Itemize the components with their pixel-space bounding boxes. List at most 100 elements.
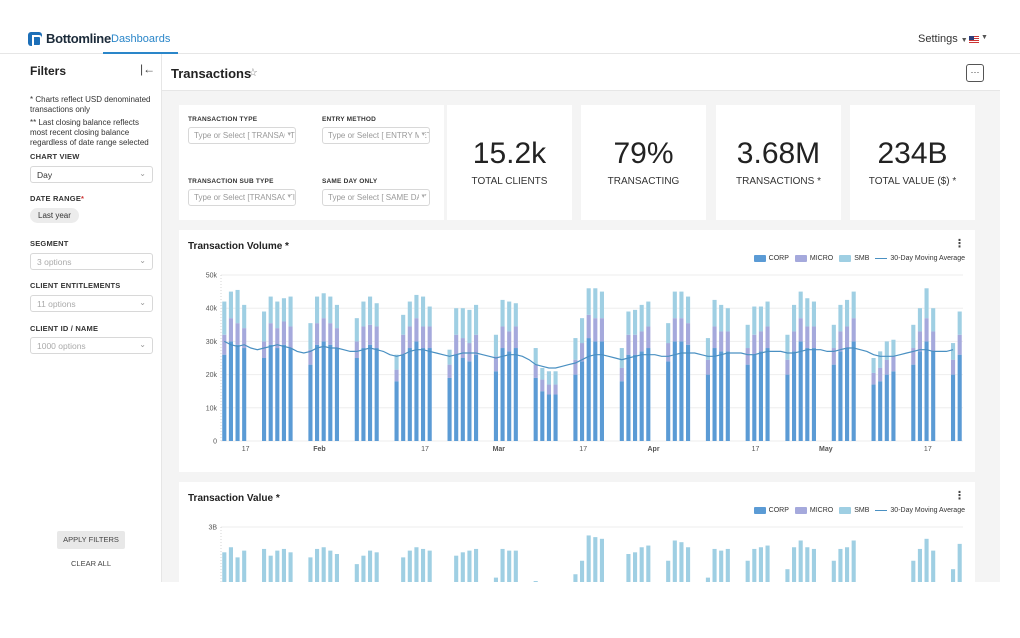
chart-view-label: CHART VIEW bbox=[30, 152, 80, 161]
y-tick-label: 10k bbox=[206, 405, 218, 412]
legend-item-corp[interactable]: CORP bbox=[753, 507, 789, 514]
legend-swatch bbox=[794, 507, 807, 514]
entry-method-input[interactable]: Type or Select [ ENTRY METHOD ]▾ bbox=[322, 127, 430, 144]
x-tick-label: 17 bbox=[242, 446, 250, 453]
x-tick-label: 17 bbox=[421, 446, 429, 453]
micro-bar bbox=[686, 323, 691, 345]
smb-bar bbox=[222, 301, 227, 335]
legend-label: SMB bbox=[854, 507, 870, 514]
smb-bar bbox=[242, 304, 247, 329]
smb-bar bbox=[275, 301, 280, 329]
smb-bar bbox=[831, 560, 836, 582]
legend-item-micro[interactable]: MICRO bbox=[794, 255, 833, 262]
clear-all-button[interactable]: CLEAR ALL bbox=[70, 559, 112, 568]
legend-item-micro[interactable]: MICRO bbox=[794, 507, 833, 514]
smb-bar bbox=[951, 343, 956, 360]
smb-bar bbox=[805, 298, 810, 327]
smb-bar bbox=[672, 540, 677, 582]
same-day-only-input[interactable]: Type or Select [ SAME DAY ONLY ]▾ bbox=[322, 189, 430, 206]
micro-bar bbox=[931, 331, 936, 352]
smb-bar bbox=[540, 367, 545, 380]
micro-bar bbox=[619, 367, 624, 382]
corp-bar bbox=[513, 348, 518, 441]
micro-bar bbox=[546, 384, 551, 395]
smb-bar bbox=[401, 314, 406, 335]
kpi-value: 234B bbox=[877, 137, 948, 170]
legend-item-smb[interactable]: SMB bbox=[839, 507, 869, 514]
smb-bar bbox=[533, 348, 538, 365]
smb-bar bbox=[500, 299, 505, 327]
legend-label: 30-Day Moving Average bbox=[890, 507, 965, 514]
segment-select[interactable]: 3 options ⌄ bbox=[30, 253, 153, 270]
smb-bar bbox=[798, 540, 803, 582]
smb-bar bbox=[513, 303, 518, 327]
smb-bar bbox=[454, 308, 459, 335]
x-tick-label: 17 bbox=[752, 446, 760, 453]
corp-bar bbox=[235, 344, 240, 441]
smb-bar bbox=[646, 545, 651, 582]
corp-bar bbox=[917, 351, 922, 441]
smb-bar bbox=[884, 341, 889, 360]
smb-bar bbox=[427, 550, 432, 582]
entry-method-placeholder: Type or Select [ ENTRY METHOD ] bbox=[328, 131, 429, 140]
corp-bar bbox=[553, 394, 558, 441]
transaction-volume-card: Transaction Volume * ⋮ CORP MICRO SMB 30… bbox=[179, 230, 975, 472]
smb-bar bbox=[752, 306, 757, 335]
favorite-star-icon[interactable]: ☆ bbox=[248, 67, 258, 79]
corp-bar bbox=[334, 348, 339, 441]
smb-bar bbox=[281, 298, 286, 322]
date-range-chip[interactable]: Last year bbox=[30, 208, 79, 223]
micro-bar bbox=[540, 379, 545, 392]
us-flag-icon[interactable] bbox=[969, 36, 979, 43]
micro-bar bbox=[421, 326, 426, 349]
legend-line-swatch bbox=[875, 257, 888, 260]
smb-bar bbox=[315, 548, 320, 582]
transaction-sub-type-input[interactable]: Type or Select [TRANSACTION SUB TYPE]▾ bbox=[188, 189, 296, 206]
segment-label: SEGMENT bbox=[30, 239, 69, 248]
micro-bar bbox=[851, 318, 856, 342]
smb-bar bbox=[924, 288, 929, 319]
smb-bar bbox=[679, 542, 684, 582]
transaction-type-label: TRANSACTION TYPE bbox=[188, 116, 258, 123]
micro-bar bbox=[500, 326, 505, 349]
chevron-down-icon: ▼ bbox=[960, 37, 968, 44]
corp-bar bbox=[719, 351, 724, 441]
chevron-down-icon[interactable]: ▼ bbox=[981, 34, 988, 41]
smb-bar bbox=[401, 557, 406, 582]
page-title: Transactions bbox=[171, 66, 252, 81]
smb-bar bbox=[513, 550, 518, 582]
smb-bar bbox=[851, 291, 856, 319]
tab-dashboards[interactable]: Dashboards bbox=[103, 25, 179, 54]
legend-item-smb[interactable]: SMB bbox=[839, 255, 869, 262]
corp-bar bbox=[580, 361, 585, 441]
legend-label: CORP bbox=[768, 507, 789, 514]
legend-item-corp[interactable]: CORP bbox=[753, 255, 789, 262]
chevron-down-icon: ⌄ bbox=[139, 169, 146, 178]
smb-bar bbox=[328, 550, 333, 582]
micro-bar bbox=[752, 334, 757, 355]
client-entitlements-select[interactable]: 11 options ⌄ bbox=[30, 295, 153, 312]
corp-bar bbox=[222, 354, 227, 441]
micro-bar bbox=[401, 334, 406, 355]
chart-menu-icon[interactable]: ⋮ bbox=[954, 490, 965, 502]
top-bar: Bottomline Dashboards Settings ▼ ▼ bbox=[0, 0, 1020, 54]
client-id-select[interactable]: 1000 options ⌄ bbox=[30, 337, 153, 354]
smb-bar bbox=[831, 324, 836, 349]
apply-filters-button[interactable]: APPLY FILTERS bbox=[57, 531, 125, 549]
settings-menu[interactable]: Settings ▼ bbox=[918, 33, 968, 45]
transaction-type-input[interactable]: Type or Select [ TRANSACTION TYPE ]▾ bbox=[188, 127, 296, 144]
corp-bar bbox=[500, 348, 505, 441]
smb-bar bbox=[288, 296, 293, 327]
legend-label: SMB bbox=[854, 255, 870, 262]
chart-view-select[interactable]: Day ⌄ bbox=[30, 166, 153, 183]
corp-bar bbox=[460, 358, 465, 441]
brand-logo[interactable]: Bottomline bbox=[28, 31, 111, 47]
corp-bar bbox=[507, 351, 512, 441]
legend-item-moving-average[interactable]: 30-Day Moving Average bbox=[875, 255, 965, 262]
collapse-sidebar-icon[interactable]: |← bbox=[140, 62, 156, 76]
chart-menu-icon[interactable]: ⋮ bbox=[954, 238, 965, 250]
legend-item-moving-average[interactable]: 30-Day Moving Average bbox=[875, 507, 965, 514]
x-tick-label: 17 bbox=[924, 446, 932, 453]
more-options-button[interactable]: ··· bbox=[966, 64, 984, 82]
micro-bar bbox=[798, 318, 803, 342]
